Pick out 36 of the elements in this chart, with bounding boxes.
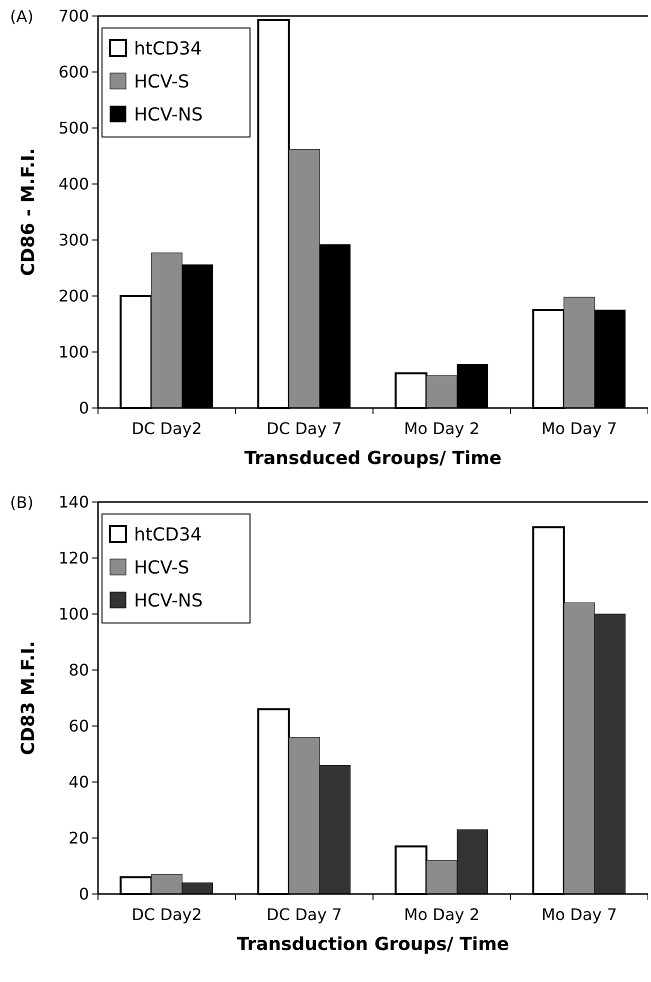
y-tick-label: 300 — [58, 230, 89, 250]
y-tick-label: 100 — [58, 342, 89, 362]
y-tick-label: 100 — [58, 604, 89, 624]
y-tick-label: 0 — [78, 398, 89, 418]
y-axis-title: CD83 M.F.I. — [18, 640, 39, 756]
legend-label: HCV-S — [134, 71, 190, 92]
x-tick-label: Mo Day 7 — [541, 905, 618, 924]
x-tick-label: DC Day2 — [132, 905, 202, 924]
y-tick-label: 200 — [58, 286, 89, 306]
legend-label: htCD34 — [134, 38, 202, 60]
x-tick-label: Mo Day 7 — [541, 419, 618, 438]
y-tick-label: 140 — [58, 492, 89, 512]
x-tick-label: Mo Day 2 — [404, 905, 480, 924]
y-tick-label: 40 — [68, 772, 89, 792]
y-tick-label: 60 — [68, 716, 89, 736]
x-tick-label: DC Day 7 — [266, 419, 342, 438]
y-axis-title: CD86 - M.F.I. — [18, 148, 39, 276]
x-axis-title: Transduction Groups/ Time — [236, 934, 510, 955]
legend-label: HCV-S — [134, 557, 190, 578]
legend-label: HCV-NS — [134, 590, 203, 612]
x-tick-label: DC Day 7 — [266, 905, 342, 924]
chart-title: (B) — [10, 493, 34, 512]
legend-label: htCD34 — [134, 524, 202, 546]
y-tick-label: 80 — [68, 660, 89, 680]
y-tick-label: 500 — [58, 118, 89, 138]
y-tick-label: 120 — [58, 548, 89, 568]
y-tick-label: 20 — [68, 828, 89, 848]
legend-label: HCV-NS — [134, 104, 203, 126]
x-tick-label: DC Day2 — [132, 419, 202, 438]
x-axis-title: Transduced Groups/ Time — [244, 448, 502, 469]
y-tick-label: 400 — [58, 174, 89, 194]
chart-title: (A) — [10, 7, 34, 26]
x-tick-label: Mo Day 2 — [404, 419, 480, 438]
y-tick-label: 700 — [58, 6, 89, 26]
y-tick-label: 600 — [58, 62, 89, 82]
y-tick-label: 0 — [78, 884, 89, 904]
